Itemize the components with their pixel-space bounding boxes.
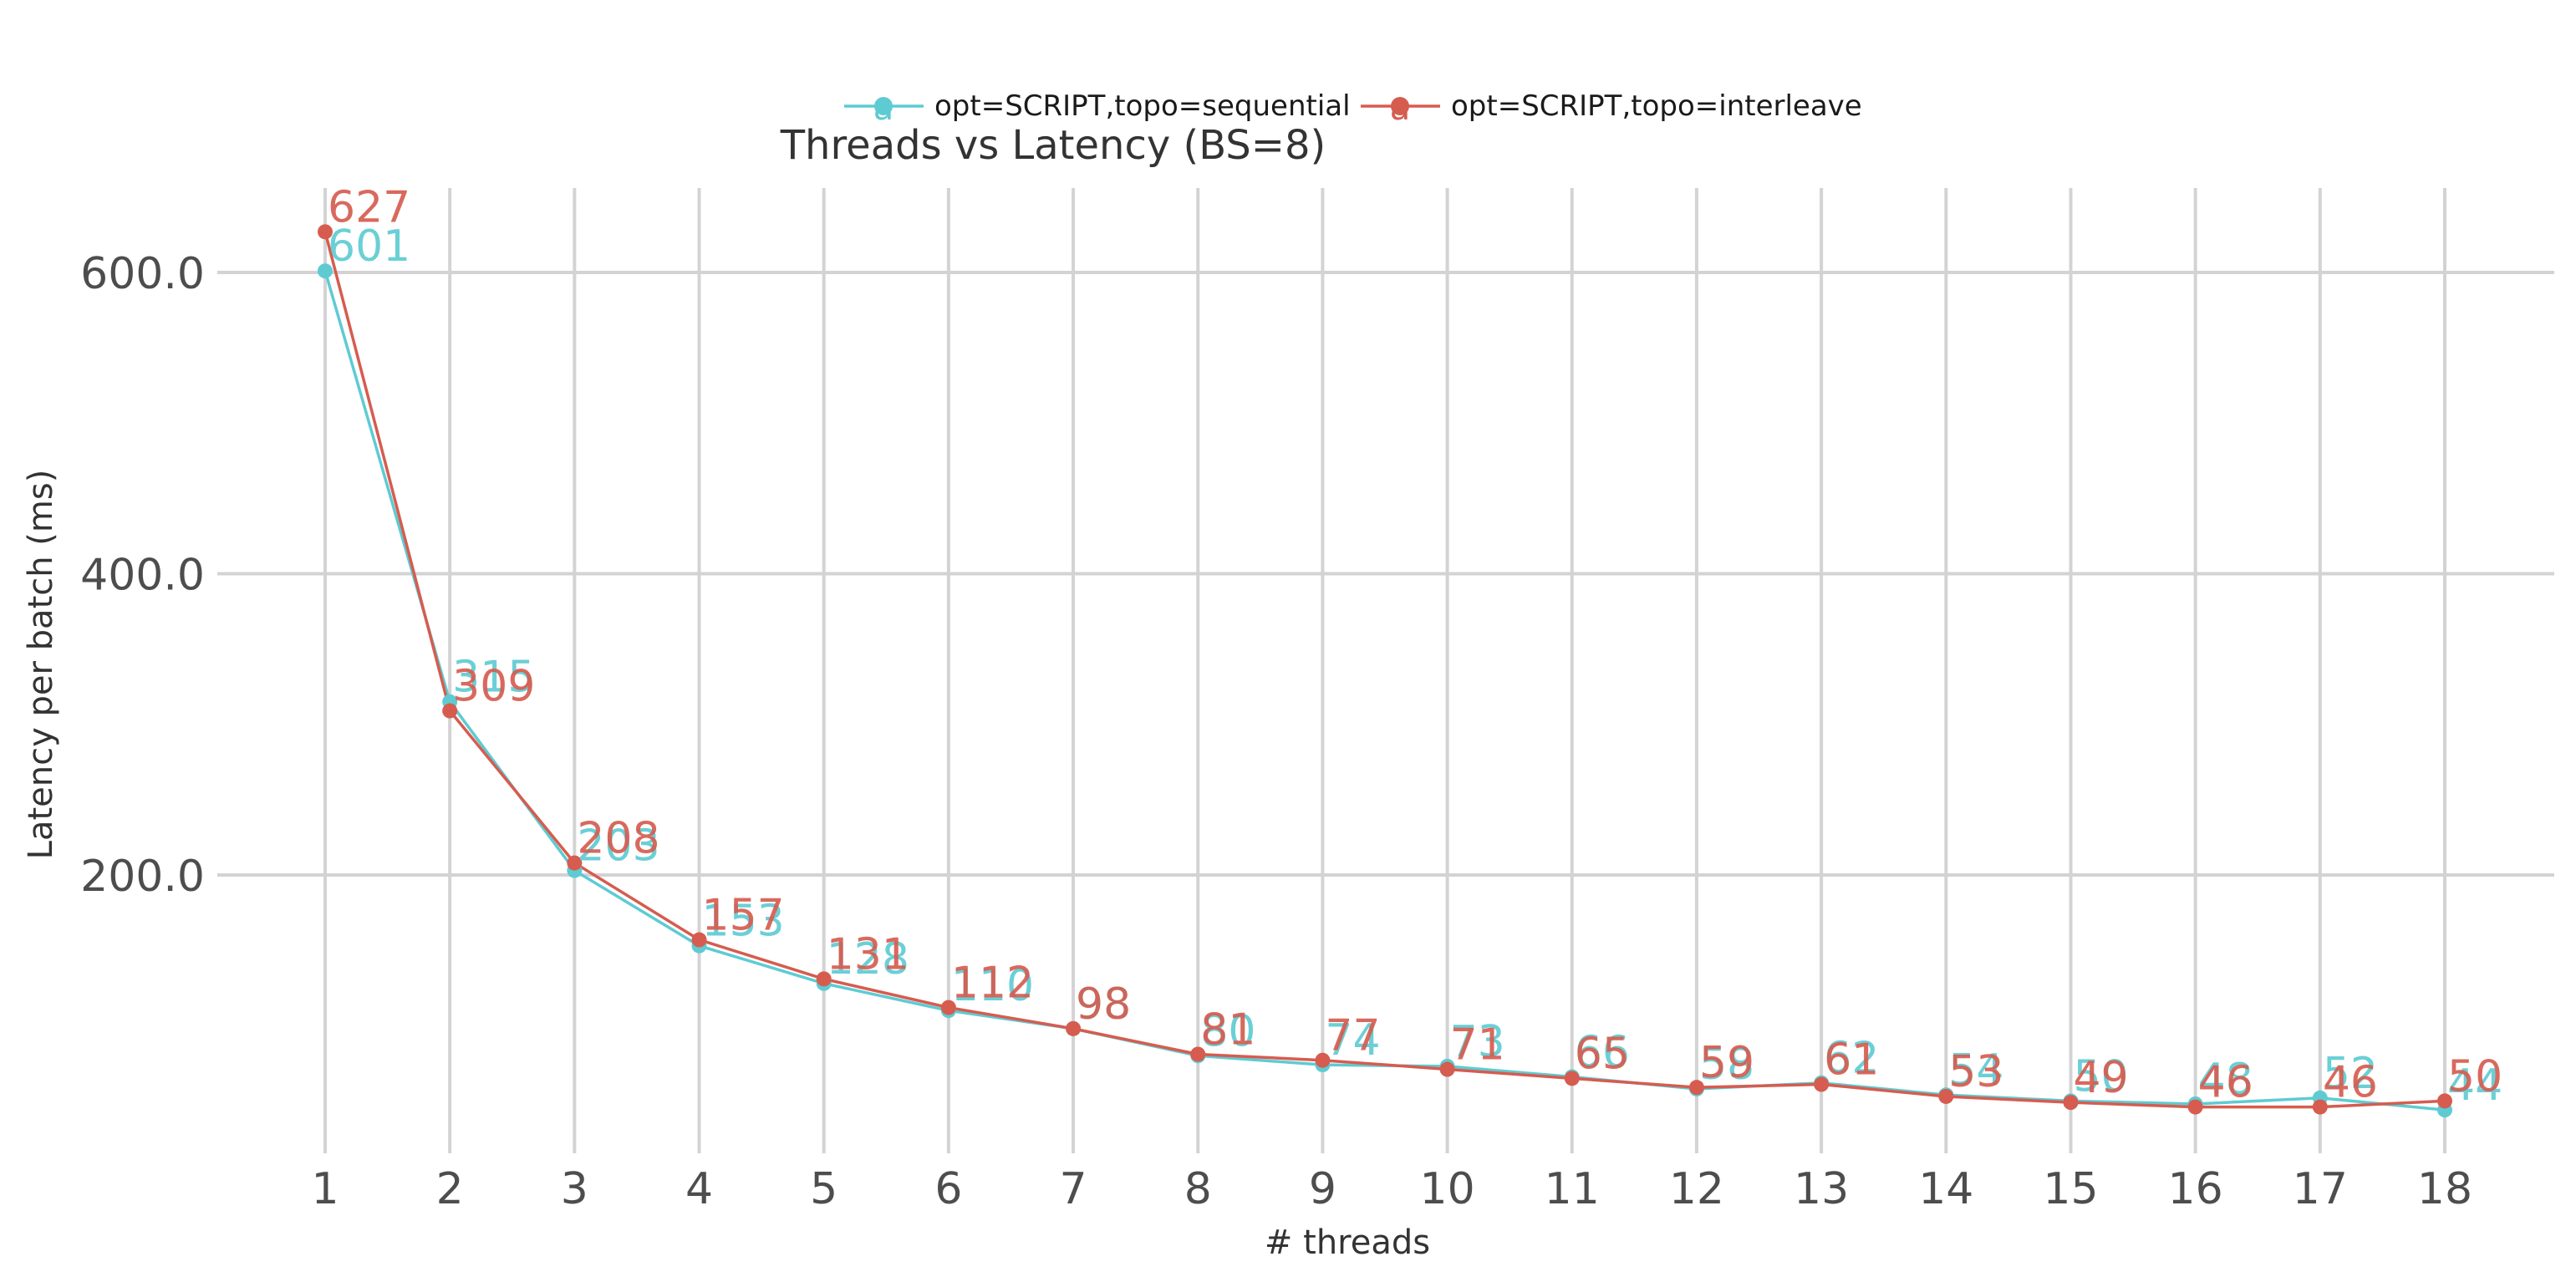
legend-item-2: a opt=SCRIPT,topo=interleave <box>1361 89 1862 128</box>
x-tick-label: 13 <box>1794 1164 1849 1214</box>
data-point <box>1190 1046 1206 1062</box>
x-tick-label: 14 <box>1918 1164 1973 1214</box>
x-tick-label: 9 <box>1309 1164 1336 1214</box>
x-tick-label: 15 <box>2043 1164 2098 1214</box>
x-tick-label: 12 <box>1669 1164 1724 1214</box>
data-label: 81 <box>1200 1005 1255 1055</box>
data-label: 74 <box>1325 1015 1380 1066</box>
data-point <box>1315 1052 1331 1068</box>
x-tick-label: 8 <box>1184 1164 1212 1214</box>
data-point <box>2063 1095 2079 1111</box>
legend: a opt=SCRIPT,topo=sequential a opt=SCRIPT,t… <box>844 89 1862 128</box>
data-label: 128 <box>827 934 909 984</box>
grid-lines <box>217 188 2554 1153</box>
legend-label: opt=SCRIPT,topo=interleave <box>1451 89 1862 123</box>
y-tick-label: 400.0 <box>80 551 205 601</box>
legend-label: opt=SCRIPT,topo=sequential <box>934 89 1351 123</box>
data-label: 44 <box>2447 1061 2502 1111</box>
data-label: 80 <box>1200 1006 1255 1056</box>
chart-title: Threads vs Latency (BS=8) <box>780 122 1326 169</box>
data-label: 110 <box>951 961 1034 1011</box>
legend-key-point <box>1391 97 1409 115</box>
legend-key-glyph: a <box>1390 89 1411 128</box>
data-label: 98 <box>1076 979 1131 1030</box>
data-label: 49 <box>2073 1053 2128 1103</box>
data-label: 52 <box>2323 1049 2378 1099</box>
data-label: 54 <box>1948 1045 2003 1096</box>
data-label: 50 <box>2073 1051 2128 1101</box>
data-label: 208 <box>577 814 659 864</box>
tick-labels: 1 2 3 4 5 6 7 8 9 10 11 12 13 14 15 16 17 18200.0400.0600… <box>80 249 2472 1214</box>
data-point <box>567 855 583 871</box>
data-point <box>318 224 333 240</box>
data-point <box>1066 1020 1082 1036</box>
data-point <box>1688 1080 1704 1096</box>
data-label: 65 <box>1575 1029 1630 1079</box>
data-point <box>1564 1071 1580 1086</box>
x-tick-label: 3 <box>561 1164 588 1214</box>
x-tick-label: 11 <box>1545 1164 1600 1214</box>
data-point <box>816 971 832 987</box>
data-label: 62 <box>1824 1034 1879 1084</box>
data-point <box>2187 1099 2203 1115</box>
data-point <box>1814 1076 1830 1092</box>
data-label: 46 <box>2323 1058 2378 1108</box>
data-label: 73 <box>1450 1017 1505 1067</box>
data-label: 71 <box>1450 1020 1505 1071</box>
data-label: 61 <box>1824 1035 1879 1086</box>
data-label: 98 <box>1076 979 1131 1030</box>
x-tick-label: 4 <box>685 1164 713 1214</box>
x-axis-title: # threads <box>1265 1223 1430 1262</box>
data-label: 53 <box>1948 1047 2003 1097</box>
data-point <box>442 703 458 719</box>
data-label: 66 <box>1575 1028 1630 1078</box>
x-tick-label: 7 <box>1060 1164 1087 1214</box>
legend-key-glyph: a <box>873 89 894 128</box>
x-tick-label: 10 <box>1420 1164 1475 1214</box>
data-point <box>318 263 333 279</box>
series-points <box>318 224 2452 1118</box>
legend-item-1: a opt=SCRIPT,topo=sequential <box>844 89 1351 128</box>
data-label: 58 <box>1699 1040 1754 1090</box>
data-label: 309 <box>452 662 535 712</box>
data-label: 59 <box>1699 1038 1754 1088</box>
data-point <box>940 1000 956 1015</box>
x-tick-label: 2 <box>436 1164 464 1214</box>
legend-key-point <box>874 97 893 115</box>
data-labels: 601 315 203 153 128 110 98 80 74 73 66 58 62 54 50 48 52… <box>328 182 2502 1111</box>
data-label: 112 <box>951 959 1034 1009</box>
data-label: 50 <box>2447 1051 2502 1101</box>
data-label: 601 <box>328 221 410 272</box>
y-tick-label: 200.0 <box>80 852 205 902</box>
data-point <box>2312 1099 2328 1115</box>
data-label: 131 <box>827 929 909 979</box>
data-label: 46 <box>2198 1058 2253 1108</box>
x-tick-label: 5 <box>810 1164 837 1214</box>
y-axis-title: Latency per batch (ms) <box>22 470 60 860</box>
data-label: 203 <box>577 822 659 872</box>
data-point <box>1938 1088 1954 1104</box>
y-tick-label: 600.0 <box>80 249 205 299</box>
x-tick-label: 16 <box>2168 1164 2223 1214</box>
data-label: 77 <box>1325 1011 1380 1061</box>
data-label: 315 <box>452 653 535 703</box>
series-line-1 <box>323 270 2446 1112</box>
data-point <box>2437 1093 2452 1109</box>
x-tick-label: 6 <box>934 1164 962 1214</box>
series-line-2 <box>323 231 2446 1109</box>
data-label: 627 <box>328 182 410 232</box>
data-label: 48 <box>2198 1055 2253 1105</box>
data-label: 153 <box>702 897 785 947</box>
x-tick-label: 17 <box>2293 1164 2348 1214</box>
x-tick-label: 18 <box>2417 1164 2472 1214</box>
data-label: 157 <box>702 891 785 941</box>
data-point <box>691 932 707 948</box>
data-point <box>1439 1061 1455 1077</box>
series-lines <box>323 231 2446 1112</box>
x-tick-label: 1 <box>311 1164 339 1214</box>
